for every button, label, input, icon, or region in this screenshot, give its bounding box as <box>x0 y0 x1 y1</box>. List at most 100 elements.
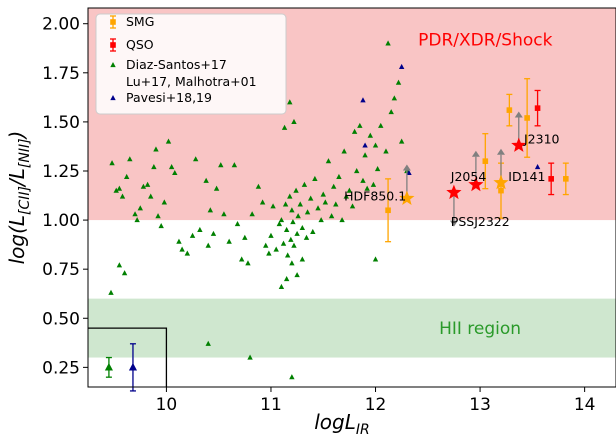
diaz-santos-point <box>218 162 224 168</box>
diaz-santos-point <box>295 213 301 219</box>
diaz-santos-point <box>148 193 154 199</box>
diaz-santos-point <box>278 217 285 223</box>
diaz-santos-point <box>268 232 274 238</box>
pavesi-point <box>534 164 541 170</box>
diaz-santos-point <box>238 256 245 262</box>
diaz-santos-point <box>140 183 147 189</box>
diaz-santos-point <box>325 158 332 164</box>
diaz-santos-point <box>383 148 389 154</box>
legend-label: QSO <box>126 37 154 52</box>
smg-point <box>524 115 530 121</box>
diaz-santos-point <box>374 166 381 172</box>
legend-box <box>95 13 287 115</box>
inset-point-1 <box>128 362 138 371</box>
diaz-santos-point <box>320 191 326 197</box>
diaz-santos-point <box>287 193 293 199</box>
diaz-santos-point <box>221 211 227 217</box>
diaz-santos-point <box>391 95 398 101</box>
diaz-santos-point <box>197 226 203 233</box>
diaz-santos-point <box>299 256 306 262</box>
inset-point-0 <box>104 362 113 371</box>
diaz-santos-point <box>367 132 373 138</box>
diaz-santos-point <box>364 185 370 191</box>
y-tick-label: 1.00 <box>42 211 80 231</box>
y-tick-label: 0.75 <box>42 260 80 280</box>
plot-frame <box>87 7 616 388</box>
diaz-santos-point <box>116 262 123 268</box>
smg-point <box>563 176 569 182</box>
diaz-santos-point <box>242 234 248 240</box>
diaz-santos-point <box>266 250 272 256</box>
diaz-santos-point <box>339 217 345 223</box>
diaz-santos-point <box>234 221 241 227</box>
diaz-santos-point <box>259 199 266 205</box>
legend-label: Pavesi+18,19 <box>126 90 212 105</box>
diaz-santos-point <box>283 275 290 282</box>
diaz-santos-point <box>213 185 220 191</box>
diaz-santos-point <box>134 217 140 223</box>
diaz-santos-point <box>287 99 293 105</box>
diaz-santos-point <box>304 209 311 215</box>
legend-label: Lu+17, Malhotra+01 <box>126 74 257 89</box>
star-marker-ID141 <box>493 174 509 190</box>
y-tick-label: 0.25 <box>42 358 80 378</box>
x-tick-label: 14 <box>574 395 596 415</box>
limit-arrow-HDF850.1-head <box>402 164 411 171</box>
diaz-santos-point <box>205 340 211 346</box>
diaz-santos-point <box>278 283 285 289</box>
diaz-santos-point <box>179 246 185 252</box>
diaz-santos-point <box>341 148 347 154</box>
limit-arrow-ID141-head <box>496 148 505 155</box>
diaz-santos-point <box>308 195 314 201</box>
diaz-santos-point <box>303 234 310 240</box>
diaz-santos-point <box>378 122 384 128</box>
smg-point <box>506 107 513 113</box>
diaz-santos-point <box>312 175 318 181</box>
diaz-santos-point <box>205 242 211 248</box>
star-marker-J2310 <box>511 137 527 152</box>
limit-arrow-PSSJ2322-head <box>449 220 458 227</box>
diaz-santos-point <box>336 173 342 179</box>
pavesi-point <box>406 169 412 176</box>
diaz-santos-point <box>151 164 157 170</box>
qso-point <box>534 105 541 111</box>
diaz-santos-point <box>289 260 295 266</box>
x-tick-label: 12 <box>365 395 387 415</box>
diaz-santos-point <box>108 289 114 295</box>
diaz-santos-point <box>280 240 287 246</box>
diaz-santos-point <box>119 193 126 199</box>
diaz-santos-point <box>343 193 349 199</box>
diaz-santos-point <box>299 224 306 231</box>
diaz-santos-point <box>168 164 175 170</box>
diaz-santos-point <box>123 173 130 179</box>
diaz-santos-point <box>273 246 279 252</box>
diaz-santos-point <box>165 138 172 144</box>
diaz-santos-point <box>357 122 363 128</box>
x-tick-label: 11 <box>260 395 282 415</box>
points-layer <box>104 40 569 392</box>
diaz-santos-point <box>127 156 133 162</box>
diaz-santos-point <box>293 187 299 193</box>
source-label-J2054: J2054 <box>450 169 487 184</box>
diaz-santos-point <box>247 354 253 360</box>
hii-region-label: HII region <box>439 319 521 339</box>
pavesi-point <box>398 63 405 70</box>
smg-point <box>385 207 391 214</box>
diaz-santos-point <box>203 177 209 183</box>
diaz-santos-point <box>192 156 199 162</box>
diaz-santos-point <box>395 79 402 85</box>
diaz-santos-point <box>289 374 295 380</box>
diaz-santos-point <box>351 128 358 134</box>
limit-arrow-J2310-head <box>514 111 523 118</box>
diaz-santos-point <box>346 187 353 193</box>
diaz-santos-point <box>144 181 151 187</box>
diaz-santos-point <box>372 142 379 148</box>
legend-marker <box>110 19 116 25</box>
legend-marker <box>110 95 116 101</box>
source-label-HDF850.1: HDF850.1 <box>344 189 406 204</box>
legend: SMG QSO Diaz-Santos+17 Lu+17, Malhotra+01Pa… <box>95 13 287 115</box>
diaz-santos-point <box>398 138 405 144</box>
diaz-santos-point <box>333 201 339 207</box>
diaz-santos-point <box>276 221 283 227</box>
